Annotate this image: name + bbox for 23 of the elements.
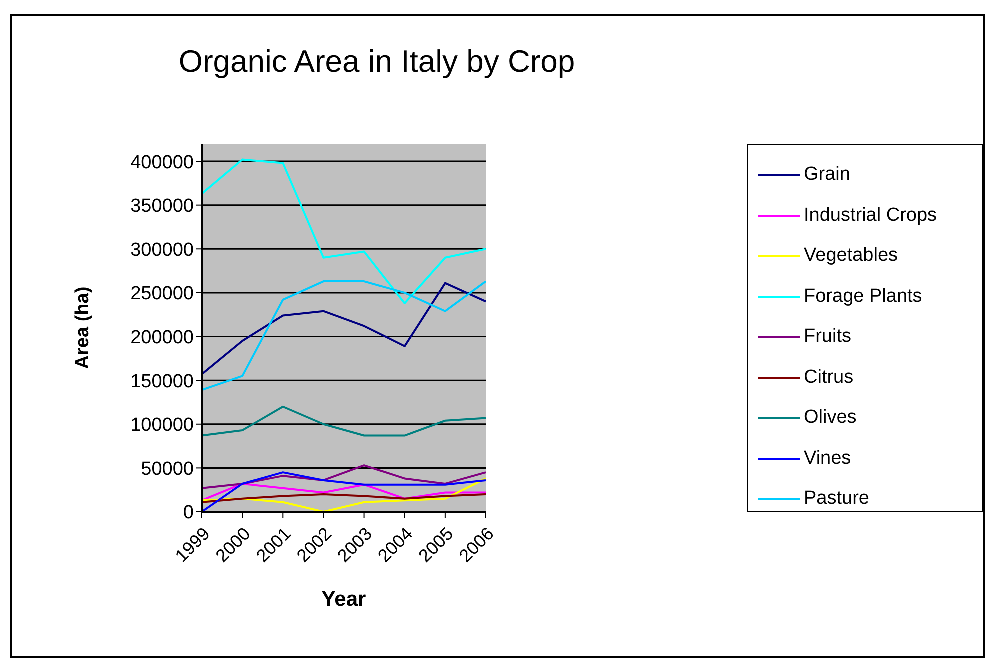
legend-label: Olives [804,407,857,430]
legend-label: Industrial Crops [804,204,938,227]
y-tick-label: 0 [183,502,194,524]
y-tick-label: 50000 [141,458,194,480]
chart-title: Organic Area in Italy by Crop [178,44,576,80]
line-series [201,493,487,504]
y-tick-label: 150000 [130,371,194,392]
y-tick-label: 350000 [130,196,194,218]
legend-label: Fruits [804,326,852,348]
y-tick-label: 400000 [130,152,194,174]
x-axis-title: Year [322,588,366,611]
legend-label: Citrus [804,366,854,389]
line-series [201,482,487,502]
y-axis-title: Area (ha) [72,286,94,370]
y-tick-label: 100000 [130,415,194,436]
legend-label: Vines [804,448,852,470]
legend-label: Forage Plants [804,286,922,308]
y-tick-label: 300000 [130,240,194,261]
y-tick-label: 200000 [130,328,194,349]
legend-label: Grain [804,164,850,186]
legend-label: Pasture [804,488,870,510]
y-tick-label: 250000 [130,284,194,305]
legend-label: Vegetables [804,245,898,268]
